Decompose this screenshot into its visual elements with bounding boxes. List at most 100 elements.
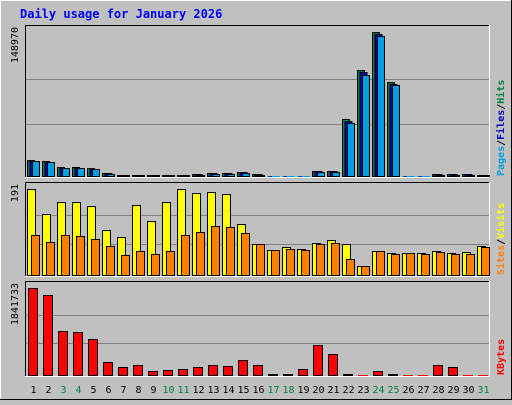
day-17-bars [267,176,280,177]
legend-item-hits: Hits [495,80,507,104]
kbytes-bar [73,332,83,376]
day-24-bars [373,371,383,376]
day-25-bars [387,82,400,177]
day-6-bars [102,230,115,276]
kbytes-bar [433,365,443,376]
day-20-bars [312,171,325,177]
kbytes-bar [358,375,368,376]
day-5-bars [87,206,100,276]
day-19-bars [297,249,310,276]
x-tick-label: 27 [417,385,429,396]
sites-bar [376,251,385,276]
day-17-bars [267,250,280,276]
day-11-bars [178,369,188,376]
day-11-bars [177,189,190,276]
day-21-bars [327,240,340,276]
day-2-bars [42,161,55,177]
sites-bar [226,227,235,276]
day-30-bars [463,375,473,376]
x-tick-label: 25 [387,385,399,396]
chart-panel-2: 191 Sites/Visits [10,182,507,277]
sites-bar [481,247,490,276]
day-22-bars [343,374,353,376]
pages-bar [362,75,370,177]
x-tick-label: 3 [60,385,66,396]
x-tick-label: 18 [282,385,294,396]
day-27-bars [418,375,428,376]
x-tick-label: 5 [90,385,96,396]
day-13-bars [207,192,220,276]
day-10-bars [162,202,175,276]
sites-bar [391,254,400,276]
x-tick-label: 20 [312,385,324,396]
kbytes-bar [28,288,38,376]
day-3-bars [57,167,70,177]
day-9-bars [147,221,160,276]
pages-bar [32,161,40,177]
bars [27,32,490,177]
x-tick-label: 17 [267,385,279,396]
pages-bar [272,176,280,177]
pages-bar [452,175,460,177]
sites-bar [91,239,100,276]
day-24-bars [372,32,385,177]
x-tick-label: 16 [252,385,264,396]
day-27-bars [417,176,430,177]
panel-background [25,281,490,377]
pages-bar [77,168,85,177]
day-12-bars [192,174,205,177]
sites-bar [46,242,55,276]
day-23-bars [357,266,370,276]
x-tick-label: 30 [462,385,474,396]
day-9-bars [148,371,158,376]
x-tick-label: 7 [120,385,126,396]
kbytes-bar [388,374,398,376]
day-6-bars [102,173,115,177]
pages-bar [152,175,160,177]
day-17-bars [268,374,278,376]
sites-bar [61,235,70,276]
pages-bar [317,172,325,177]
x-tick-label: 26 [402,385,414,396]
kbytes-bar [178,369,188,376]
day-12-bars [192,193,205,276]
day-29-bars [447,174,460,177]
day-13-bars [208,365,218,376]
sites-bar [211,226,220,276]
pages-bar [287,176,295,177]
day-7-bars [118,367,128,376]
kbytes-bar [43,295,53,376]
x-tick-label: 6 [105,385,111,396]
pages-bar [242,173,250,177]
day-22-bars [342,119,355,177]
x-tick-label: 9 [150,385,156,396]
day-6-bars [103,362,113,376]
kbytes-bar [463,375,473,376]
day-16-bars [252,244,265,276]
pages-bar [482,175,490,177]
x-tick-label: 29 [447,385,459,396]
kbytes-bar [223,366,233,376]
pages-bar [212,174,220,177]
x-tick-label: 8 [135,385,141,396]
kbytes-bar [448,367,458,376]
kbytes-bar [148,371,158,376]
sites-bar [361,266,370,276]
kbytes-bar [133,365,143,376]
bars [28,288,488,376]
pages-bar [137,175,145,177]
day-1-bars [27,189,40,276]
day-4-bars [72,202,85,276]
day-4-bars [72,167,85,177]
legend-item-files: Files [495,110,507,140]
kbytes-bar [238,360,248,376]
x-tick-label: 19 [297,385,309,396]
day-28-bars [433,365,443,376]
day-14-bars [222,173,235,177]
kbytes-bar [313,345,323,376]
sites-bar [406,253,415,276]
kbytes-bar [418,375,428,376]
day-31-bars [477,175,490,177]
sites-bar [271,250,280,276]
